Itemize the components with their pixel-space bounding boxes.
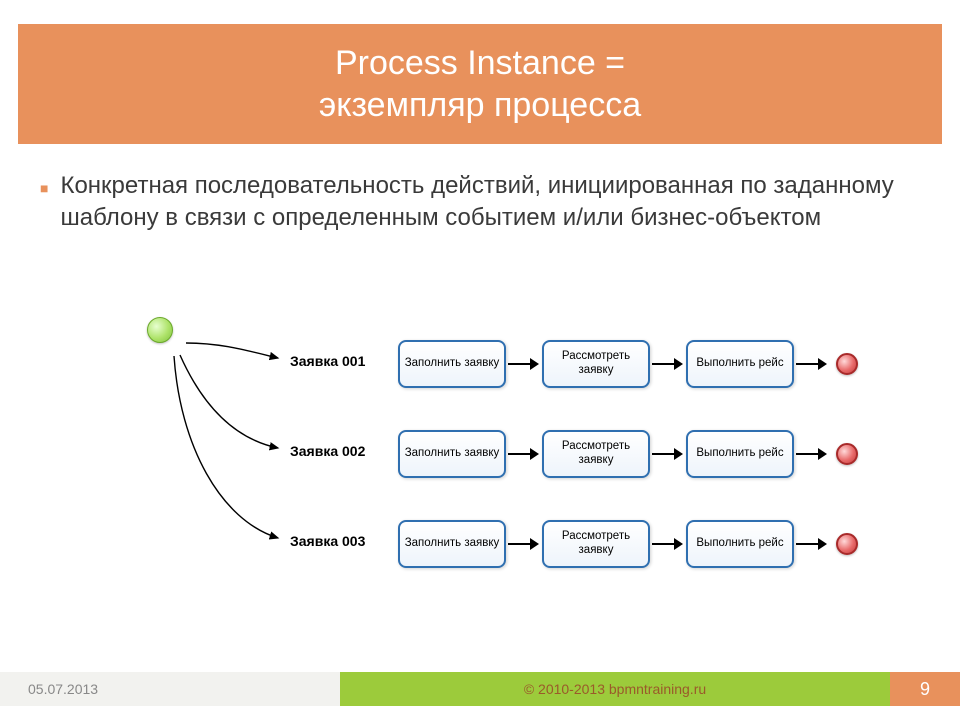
- arrow-icon: [508, 447, 540, 461]
- arrow-icon: [508, 537, 540, 551]
- bullet-marker-icon: ■: [40, 170, 48, 235]
- slide-header: Process Instance = экземпляр процесса: [18, 24, 942, 144]
- footer-page-number: 9: [890, 672, 960, 706]
- bullet-text: Конкретная последовательность действий, …: [60, 170, 920, 235]
- end-event-icon: [836, 533, 858, 555]
- footer-copyright: © 2010-2013 bpmntraining.ru: [340, 672, 890, 706]
- arrow-icon: [796, 447, 828, 461]
- start-event-icon: [147, 317, 173, 343]
- slide-title: Process Instance = экземпляр процесса: [319, 42, 641, 127]
- title-line-2: экземпляр процесса: [319, 86, 641, 124]
- process-diagram: Заявка 001 Заполнить заявку Рассмотреть за…: [90, 310, 890, 610]
- arrow-icon: [652, 357, 684, 371]
- arrow-icon: [652, 537, 684, 551]
- arrow-icon: [652, 447, 684, 461]
- task-box: Заполнить заявку: [398, 430, 506, 478]
- arrow-icon: [796, 357, 828, 371]
- title-line-1: Process Instance =: [335, 44, 625, 82]
- bullet-block: ■ Конкретная последовательность действий…: [40, 170, 920, 235]
- end-event-icon: [836, 353, 858, 375]
- task-box: Заполнить заявку: [398, 520, 506, 568]
- task-box: Выполнить рейс: [686, 340, 794, 388]
- task-box: Рассмотреть заявку: [542, 520, 650, 568]
- task-box: Заполнить заявку: [398, 340, 506, 388]
- task-box: Рассмотреть заявку: [542, 340, 650, 388]
- task-box: Рассмотреть заявку: [542, 430, 650, 478]
- arrow-icon: [796, 537, 828, 551]
- end-event-icon: [836, 443, 858, 465]
- row-label: Заявка 002: [290, 443, 365, 459]
- row-label: Заявка 003: [290, 533, 365, 549]
- slide-footer: 05.07.2013 © 2010-2013 bpmntraining.ru 9: [0, 672, 960, 706]
- task-box: Выполнить рейс: [686, 520, 794, 568]
- arrow-icon: [508, 357, 540, 371]
- slide: Process Instance = экземпляр процесса ■ …: [0, 0, 960, 720]
- task-box: Выполнить рейс: [686, 430, 794, 478]
- row-label: Заявка 001: [290, 353, 365, 369]
- footer-date: 05.07.2013: [0, 672, 340, 706]
